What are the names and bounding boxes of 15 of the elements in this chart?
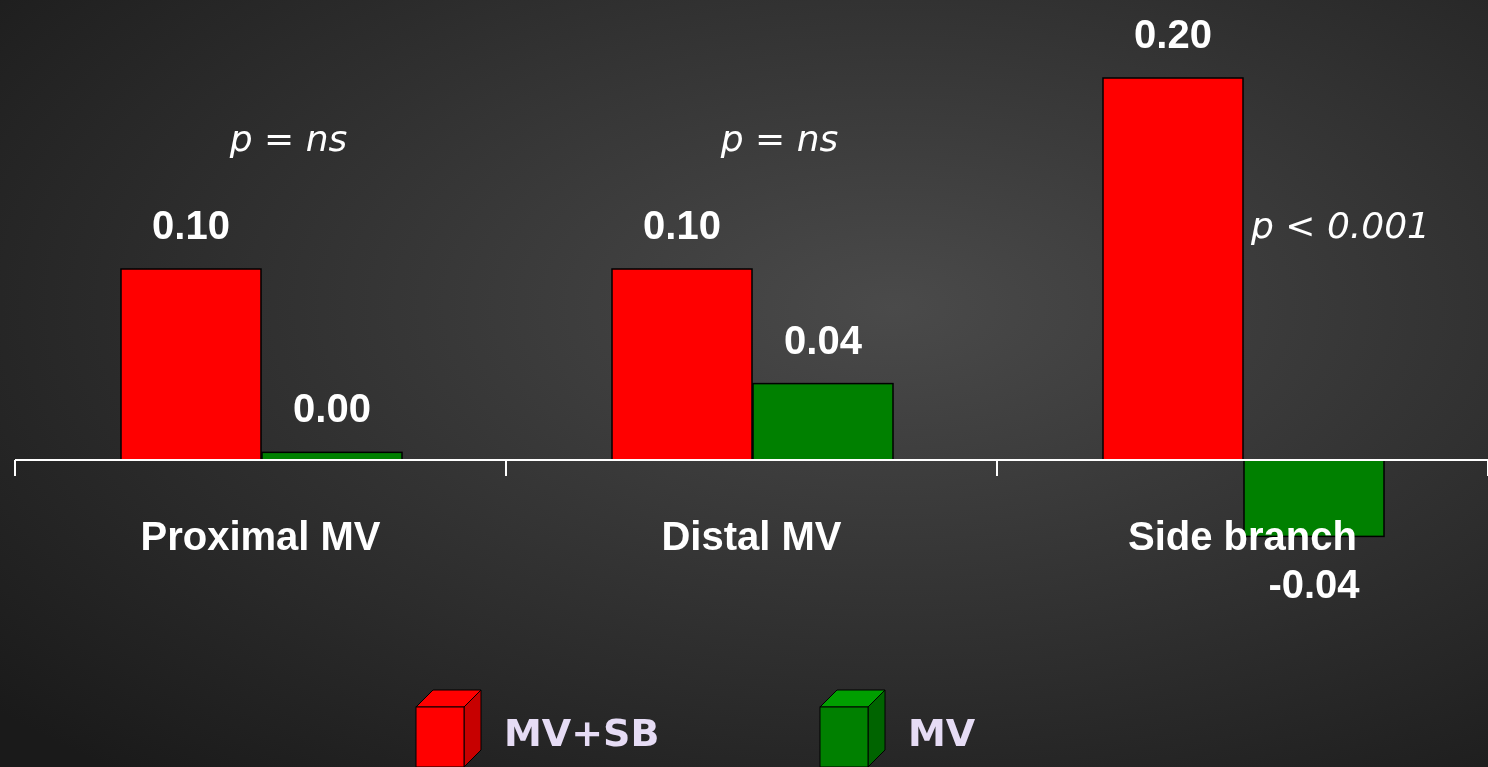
x-tick-label: Proximal MV [140, 514, 381, 558]
data-label: 0.00 [293, 386, 371, 431]
data-label: -0.04 [1268, 562, 1361, 607]
data-label: 0.10 [643, 203, 721, 247]
annotation: p < 0.001 [1250, 205, 1430, 246]
data-label: 0.04 [784, 317, 863, 362]
legend-label: MV [908, 711, 976, 755]
annotation: p = ns [228, 118, 348, 159]
x-tick-label: Side branch [1128, 514, 1357, 558]
data-label: 0.10 [152, 203, 230, 247]
data-label: 0.20 [1134, 12, 1212, 56]
bar [1102, 77, 1244, 461]
annotation: p = ns [719, 118, 839, 159]
x-tick-label: Distal MV [661, 514, 842, 558]
legend-label: MV+SB [504, 711, 660, 755]
